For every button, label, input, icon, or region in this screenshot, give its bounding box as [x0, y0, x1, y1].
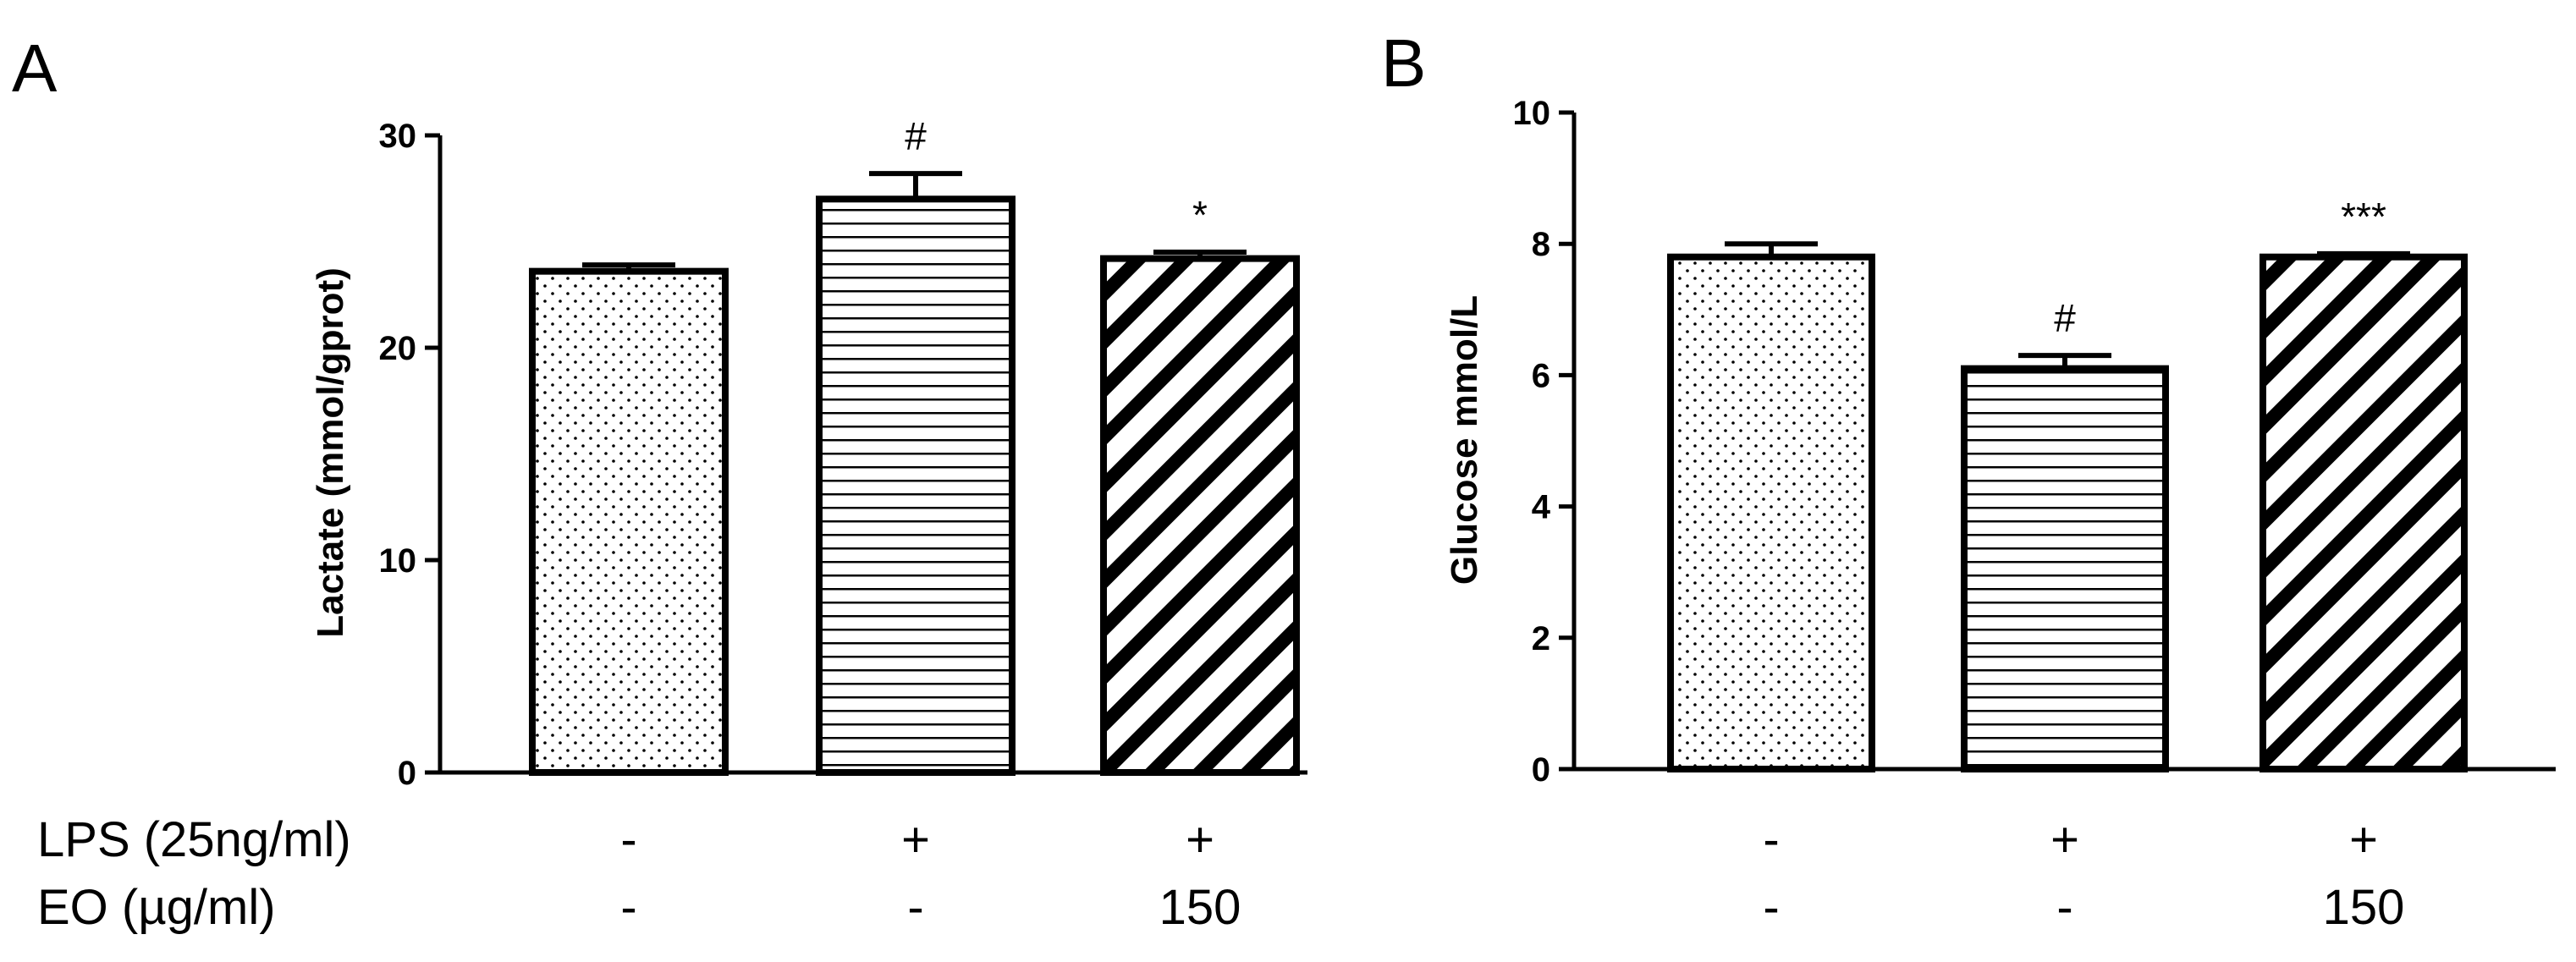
panel-b: B Glucose mmol/L 0 2 4 6 8 10 # ***	[1381, 25, 2556, 789]
panel-b-y-tick-label: 0	[1532, 751, 1550, 789]
lps-value-b: -	[1763, 812, 1779, 867]
panel-a-bar	[529, 267, 729, 776]
eo-value-b: -	[1763, 880, 1779, 935]
panel-a-bar	[816, 195, 1016, 777]
panel-a-y-axis-title: Lactate (mmol/gprot)	[310, 267, 351, 638]
eo-value-a: -	[907, 880, 923, 935]
panel-a-bar	[1100, 255, 1300, 776]
panel-b-y-tick-label: 8	[1532, 226, 1550, 263]
panel-a-significance-mark: #	[905, 114, 927, 158]
panel-b-significance-mark: ***	[2341, 195, 2386, 239]
lps-value-b: +	[2349, 812, 2378, 867]
conditions-table: LPS (25ng/ml) EO (µg/ml) - + + - + + - - 150 - - 15…	[37, 812, 2404, 935]
panel-b-y-tick-label: 6	[1532, 357, 1550, 394]
eo-value-b: -	[2056, 880, 2072, 935]
panel-b-y-tick-label: 2	[1532, 620, 1550, 657]
panel-b-y-tick-label: 4	[1532, 489, 1551, 526]
panel-b-significance-mark: #	[2054, 296, 2076, 340]
panel-b-bar	[1667, 253, 1875, 773]
panel-b-bars: # ***	[1667, 195, 2468, 773]
panel-a-letter: A	[12, 30, 58, 106]
panel-a-y-tick-label: 10	[379, 542, 417, 580]
panel-b-bar	[2260, 253, 2468, 773]
panel-b-y-tick-label: 10	[1513, 95, 1551, 132]
panel-b-y-axis-title: Glucose mmol/L	[1444, 295, 1485, 585]
eo-row-label: EO (µg/ml)	[37, 880, 276, 935]
condition-values: - + + - + + - - 150 - - 150	[620, 812, 2404, 935]
panel-a-y-tick-label: 30	[379, 118, 417, 155]
lps-row-label: LPS (25ng/ml)	[37, 812, 351, 867]
panel-a-bars: #*	[529, 114, 1300, 777]
eo-value-a: 150	[1159, 880, 1241, 935]
panel-a-significance-mark: *	[1192, 193, 1208, 237]
panel-a-y-tick-label: 0	[398, 755, 416, 792]
panel-b-letter: B	[1381, 25, 1426, 101]
panel-a-y-tick-label: 20	[379, 330, 417, 367]
panel-b-bar	[1961, 365, 2169, 772]
lps-value-a: +	[901, 812, 930, 867]
eo-value-a: -	[620, 880, 636, 935]
lps-value-b: +	[2050, 812, 2079, 867]
lps-value-a: -	[620, 812, 636, 867]
eo-value-b: 150	[2323, 880, 2405, 935]
lps-value-a: +	[1186, 812, 1214, 867]
